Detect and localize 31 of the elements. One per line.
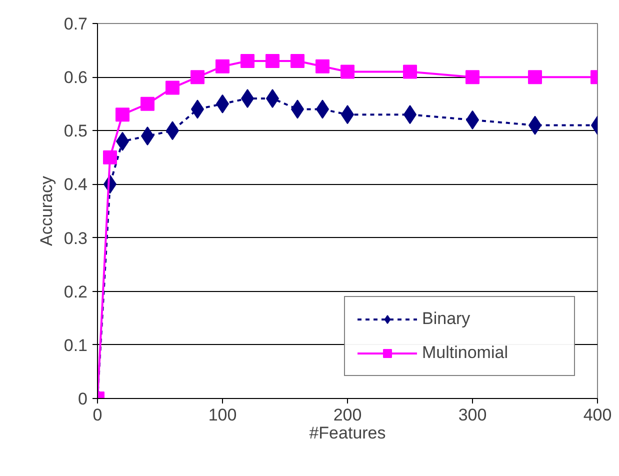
- x-tick-label: 200: [333, 406, 362, 424]
- point: [216, 59, 230, 74]
- y-tick-label: 0.2: [64, 282, 88, 302]
- legend-label: Multinomial: [422, 343, 509, 363]
- y-tick-label: 0: [78, 390, 88, 408]
- y-tick-label: 0.5: [64, 122, 88, 141]
- y-tick-label: 0.7: [64, 14, 88, 34]
- point: [166, 80, 180, 95]
- point: [528, 70, 542, 84]
- x-tick-label: 300: [458, 406, 487, 424]
- point: [190, 70, 204, 84]
- y-tick-label: 0.1: [64, 336, 88, 355]
- point: [140, 96, 154, 111]
- x-tick-label: 400: [583, 406, 612, 424]
- point: [466, 70, 480, 84]
- y-tick-label: 0.6: [64, 68, 88, 88]
- legend-label: Binary: [422, 309, 472, 329]
- y-axis-title: Accuracy: [36, 176, 56, 246]
- x-axis-title: #Features: [309, 424, 386, 442]
- x-tick-label: 0: [92, 406, 102, 424]
- point: [116, 108, 130, 122]
- point: [340, 64, 354, 79]
- x-tick-label: 100: [208, 406, 237, 424]
- point: [290, 54, 304, 68]
- y-tick-label: 0.3: [64, 228, 88, 248]
- y-tick-label: 0.4: [64, 175, 88, 194]
- point: [240, 54, 254, 68]
- point: [103, 150, 117, 164]
- point: [403, 64, 417, 79]
- point: [316, 59, 330, 74]
- point: [266, 54, 280, 68]
